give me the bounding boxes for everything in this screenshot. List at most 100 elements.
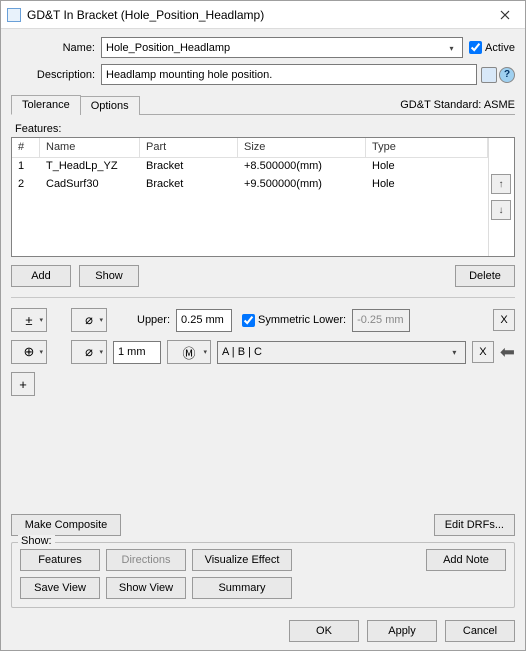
add-tolerance-button[interactable]: + [11,372,35,396]
upper-label: Upper: [137,314,170,326]
modifier-dropdown[interactable]: Ⓜ▾ [167,340,211,364]
tolerance-row-2: ⊕▾ ⌀▾ 1 mm Ⓜ▾ A | B | C ▾ X ⬅ [11,340,515,364]
move-up-button[interactable]: ↑ [491,174,511,194]
app-icon [7,8,21,22]
delete-button[interactable]: Delete [455,265,515,287]
show-legend: Show: [18,535,55,547]
dialog-footer: OK Apply Cancel [1,612,525,650]
cell-num: 2 [12,178,40,194]
apply-button[interactable]: Apply [367,620,437,642]
make-composite-button[interactable]: Make Composite [11,514,121,536]
grid-icon[interactable] [481,67,497,83]
active-checkbox-input[interactable] [469,41,482,54]
symmetric-checkbox[interactable]: Symmetric Lower: [242,314,346,327]
mmc-icon: Ⓜ [182,343,195,362]
header-icons: ? [481,67,515,83]
diameter2-dropdown[interactable]: ⌀▾ [71,340,107,364]
col-type[interactable]: Type [366,138,488,158]
move-down-button[interactable]: ↓ [491,200,511,220]
chevron-down-icon: ▾ [39,316,43,324]
arrow-left-icon: ⬅ [500,342,515,363]
position-icon: ⊕ [24,344,35,360]
cell-name: T_HeadLp_YZ [40,160,140,176]
lower-input: -0.25 mm [352,309,410,332]
cell-part: Bracket [140,178,238,194]
tab-tolerance[interactable]: Tolerance [11,95,81,115]
features-label: Features: [15,123,515,135]
help-icon[interactable]: ? [499,67,515,83]
description-input[interactable]: Headlamp mounting hole position. [101,64,477,85]
features-buttons: Add Show Delete [11,265,515,287]
col-part[interactable]: Part [140,138,238,158]
name-value: Hole_Position_Headlamp [106,42,230,54]
cell-part: Bracket [140,160,238,176]
cell-size: +9.500000(mm) [238,178,366,194]
features-table-main: # Name Part Size Type 1 T_HeadLp_YZ Brac… [12,138,488,256]
clear-row1-button[interactable]: X [493,309,515,331]
plusminus-icon: ± [25,313,32,328]
active-checkbox[interactable]: Active [469,41,515,54]
diameter1-dropdown[interactable]: ⌀▾ [71,308,107,332]
show-group: Show: Features Directions Visualize Effe… [11,542,515,608]
symmetric-checkbox-input[interactable] [242,314,255,327]
description-value: Headlamp mounting hole position. [106,69,272,81]
datum-refs-dropdown[interactable]: A | B | C ▾ [217,341,466,364]
description-row: Description: Headlamp mounting hole posi… [11,64,515,85]
tolerance-area: ±▾ ⌀▾ Upper: 0.25 mm Symmetric Lower: -0… [11,308,515,396]
ok-button[interactable]: OK [289,620,359,642]
chevron-down-icon: ▾ [203,348,207,356]
edit-drfs-button[interactable]: Edit DRFs... [434,514,515,536]
col-name[interactable]: Name [40,138,140,158]
visualize-effect-button[interactable]: Visualize Effect [192,549,292,571]
clear-row2-button[interactable]: X [472,341,494,363]
divider [11,297,515,298]
show-directions-button[interactable]: Directions [106,549,186,571]
name-row: Name: Hole_Position_Headlamp ▾ Active [11,37,515,58]
table-row[interactable]: 2 CadSurf30 Bracket +9.500000(mm) Hole [12,176,488,194]
symbol1-dropdown[interactable]: ±▾ [11,308,47,332]
table-row[interactable]: 1 T_HeadLp_YZ Bracket +8.500000(mm) Hole [12,158,488,176]
col-size[interactable]: Size [238,138,366,158]
add-tolerance-row: + [11,372,515,396]
save-view-button[interactable]: Save View [20,577,100,599]
upper-input[interactable]: 0.25 mm [176,309,232,332]
dialog-window: GD&T In Bracket (Hole_Position_Headlamp)… [0,0,526,651]
summary-button[interactable]: Summary [192,577,292,599]
composite-row: Make Composite Edit DRFs... [11,514,515,536]
chevron-down-icon: ▾ [444,41,459,56]
close-icon [500,10,510,20]
tab-options[interactable]: Options [80,96,140,115]
cell-num: 1 [12,160,40,176]
show-view-button[interactable]: Show View [106,577,186,599]
add-note-button[interactable]: Add Note [426,549,506,571]
cell-type: Hole [366,178,488,194]
true-position-dropdown[interactable]: ⊕▾ [11,340,47,364]
tolerance-value-input[interactable]: 1 mm [113,341,161,364]
features-table: # Name Part Size Type 1 T_HeadLp_YZ Brac… [11,137,515,257]
close-button[interactable] [485,1,525,29]
table-header: # Name Part Size Type [12,138,488,158]
cell-name: CadSurf30 [40,178,140,194]
window-title: GD&T In Bracket (Hole_Position_Headlamp) [27,8,485,22]
tolerance-row-1: ±▾ ⌀▾ Upper: 0.25 mm Symmetric Lower: -0… [11,308,515,332]
diameter-icon: ⌀ [85,312,93,328]
name-label: Name: [11,42,101,54]
cell-type: Hole [366,160,488,176]
add-button[interactable]: Add [11,265,71,287]
col-num[interactable]: # [12,138,40,158]
show-features-button[interactable]: Features [20,549,100,571]
name-combobox[interactable]: Hole_Position_Headlamp ▾ [101,37,463,58]
chevron-down-icon: ▾ [99,348,103,356]
description-label: Description: [11,69,101,81]
active-label: Active [485,42,515,54]
chevron-down-icon: ▾ [99,316,103,324]
chevron-down-icon: ▾ [447,345,462,360]
table-reorder: ↑ ↓ [488,138,514,256]
chevron-down-icon: ▾ [39,348,43,356]
titlebar: GD&T In Bracket (Hole_Position_Headlamp) [1,1,525,29]
cancel-button[interactable]: Cancel [445,620,515,642]
diameter-icon: ⌀ [85,344,93,360]
cell-size: +8.500000(mm) [238,160,366,176]
show-button[interactable]: Show [79,265,139,287]
tab-strip: Tolerance Options GD&T Standard: ASME [11,93,515,115]
